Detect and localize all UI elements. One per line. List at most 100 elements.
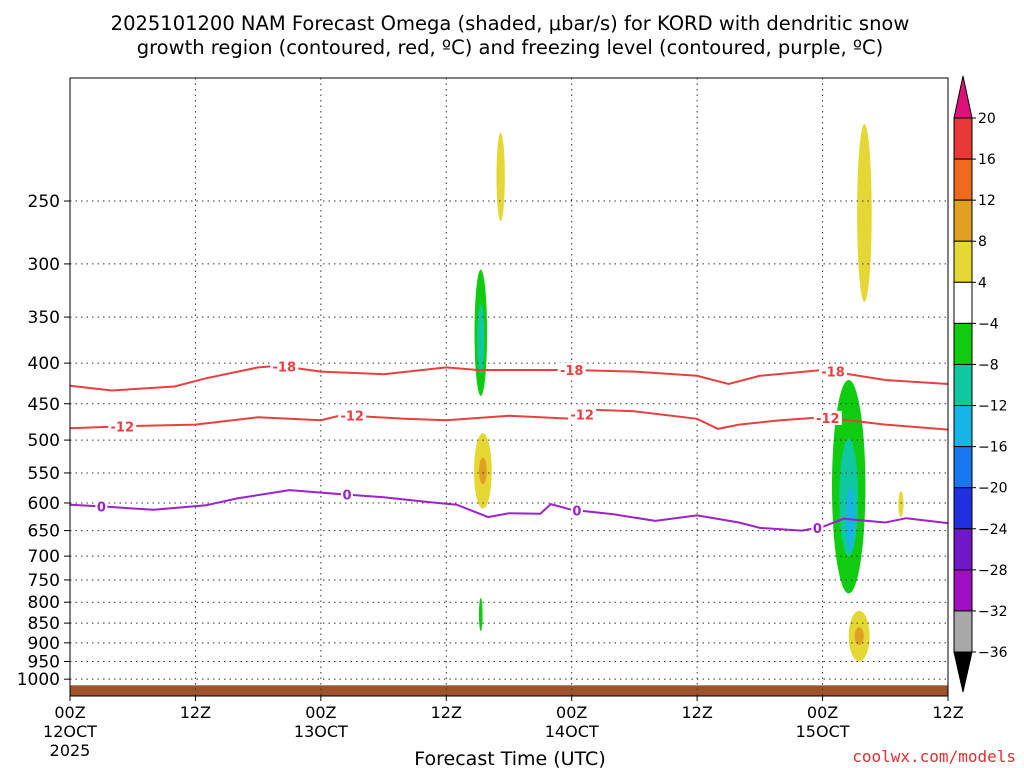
time-tick-label: 12Z bbox=[681, 703, 712, 722]
pressure-tick-label: 650 bbox=[28, 522, 60, 542]
title-line-1: 2025101200 NAM Forecast Omega (shaded, μ… bbox=[111, 12, 910, 35]
pressure-tick-label: 700 bbox=[28, 547, 60, 567]
colorbar-swatch bbox=[953, 117, 973, 160]
colorbar-tick-label: −24 bbox=[978, 522, 1008, 538]
pressure-tick-label: 800 bbox=[28, 593, 60, 613]
colorbar-tick-label: −16 bbox=[978, 440, 1008, 456]
time-tick-label: 00Z bbox=[54, 703, 85, 722]
freezing-level-contour-label: 0 bbox=[342, 489, 351, 504]
credit-label: coolwx.com/models bbox=[852, 747, 1016, 766]
dgz-contour-label: -12 bbox=[340, 410, 364, 425]
colorbar-swatch bbox=[953, 487, 973, 530]
pressure-tick-label: 950 bbox=[28, 652, 60, 672]
freezing-level-label-bg bbox=[95, 499, 108, 514]
colorbar-bottom-arrow bbox=[953, 651, 973, 693]
omega-downward-region bbox=[898, 491, 904, 518]
colorbar-tick-label: 20 bbox=[978, 111, 996, 127]
pressure-tick-label: 500 bbox=[28, 431, 60, 451]
colorbar-tick-label: −4 bbox=[978, 316, 999, 332]
colorbar-tick-label: 12 bbox=[978, 193, 996, 209]
colorbar-tick-label: −12 bbox=[978, 399, 1008, 415]
colorbar-tick-label: −32 bbox=[978, 604, 1008, 620]
pressure-tick-label: 750 bbox=[28, 571, 60, 591]
pressure-tick-label: 350 bbox=[28, 308, 60, 328]
dgz-contour-label: -12 bbox=[816, 412, 840, 427]
colorbar-top-arrow bbox=[953, 75, 973, 119]
dgz-contour bbox=[69, 364, 949, 392]
chart-title: 2025101200 NAM Forecast Omega (shaded, μ… bbox=[111, 12, 910, 59]
omega-downward-region bbox=[857, 124, 872, 302]
colorbar-swatch bbox=[953, 240, 973, 283]
colorbar-swatch bbox=[953, 405, 973, 448]
omega-upward-core bbox=[477, 304, 485, 374]
pressure-tick-label: 600 bbox=[28, 494, 60, 514]
dgz-label-bg bbox=[813, 410, 842, 425]
colorbar-swatch bbox=[953, 528, 973, 571]
time-tick-label: 12Z bbox=[932, 703, 963, 722]
freezing-level-contour-label: 0 bbox=[572, 504, 581, 519]
dgz-label-bg bbox=[819, 364, 848, 379]
freezing-level-label-bg bbox=[570, 503, 583, 518]
freezing-level-label-bg bbox=[340, 487, 353, 502]
dgz-contour-label: -12 bbox=[570, 408, 594, 423]
ground-fill bbox=[70, 685, 948, 696]
dgz-contour-label: -18 bbox=[560, 364, 584, 379]
colorbar-swatch bbox=[953, 569, 973, 612]
year-tick-label: 2025 bbox=[50, 741, 91, 760]
dgz-label-bg bbox=[557, 362, 586, 377]
dgz-label-bg bbox=[108, 419, 137, 434]
time-tick-label: 12Z bbox=[180, 703, 211, 722]
freezing-level-label-bg bbox=[811, 520, 824, 535]
colorbar-tick-label: −28 bbox=[978, 563, 1008, 579]
x-axis-label: Forecast Time (UTC) bbox=[414, 748, 605, 768]
colorbar-swatch bbox=[953, 199, 973, 242]
colorbar-swatch bbox=[953, 363, 973, 407]
colorbar-swatch bbox=[953, 322, 973, 365]
colorbar-tick-label: −36 bbox=[978, 645, 1008, 661]
omega-downward-core bbox=[854, 627, 864, 645]
pressure-tick-label: 300 bbox=[28, 255, 60, 275]
date-tick-label: 12OCT bbox=[43, 722, 97, 741]
pressure-tick-label: 250 bbox=[28, 192, 60, 212]
title-line-2: growth region (contoured, red, ºC) and f… bbox=[137, 36, 884, 59]
dgz-contour-label: -18 bbox=[273, 360, 297, 375]
freezing-level-contour-label: 0 bbox=[97, 500, 106, 515]
pressure-tick-label: 1000 bbox=[17, 670, 60, 690]
time-tick-label: 00Z bbox=[556, 703, 587, 722]
colorbar-tick-label: 16 bbox=[978, 152, 996, 168]
colorbar-tick-label: −20 bbox=[978, 481, 1008, 497]
freezing-level-contour-label: 0 bbox=[813, 522, 822, 537]
colorbar-swatch bbox=[953, 281, 973, 324]
pressure-tick-label: 850 bbox=[28, 614, 60, 634]
colorbar-tick-label: 4 bbox=[978, 275, 987, 291]
plot-frame bbox=[69, 77, 949, 697]
dgz-contour-label: -18 bbox=[821, 366, 845, 381]
pressure-axis: 2503003504004505005506006507007508008509… bbox=[17, 192, 70, 690]
pressure-tick-label: 550 bbox=[28, 464, 60, 484]
date-tick-label: 15OCT bbox=[796, 722, 850, 741]
dgz-label-bg bbox=[568, 407, 597, 422]
dgz-label-bg bbox=[338, 408, 367, 423]
omega-downward-region bbox=[496, 132, 505, 222]
time-tick-label: 00Z bbox=[807, 703, 838, 722]
time-tick-label: 12Z bbox=[431, 703, 462, 722]
date-tick-label: 13OCT bbox=[294, 722, 348, 741]
colorbar-swatch bbox=[953, 158, 973, 201]
pressure-tick-label: 450 bbox=[28, 395, 60, 415]
dgz-label-bg bbox=[270, 359, 299, 374]
colorbar-tick-label: −8 bbox=[978, 357, 999, 373]
colorbar-swatch bbox=[953, 446, 973, 489]
time-tick-label: 00Z bbox=[305, 703, 336, 722]
plot-area: -18 -18 -18 -12 -12 -12 -12 0 0 0 0 bbox=[69, 77, 949, 697]
date-tick-label: 14OCT bbox=[545, 722, 599, 741]
colorbar-tick-label: 8 bbox=[978, 234, 987, 250]
colorbar-swatch bbox=[953, 610, 973, 653]
omega-upward-region bbox=[478, 597, 483, 632]
pressure-tick-label: 900 bbox=[28, 634, 60, 654]
pressure-tick-label: 400 bbox=[28, 354, 60, 374]
omega-downward-core bbox=[478, 457, 487, 485]
omega-colorbar: 20 16 12 8 4 −4 −8 −12 −16 −20 −24 −28 −32 −36 bbox=[953, 75, 1008, 693]
dgz-contour-label: -12 bbox=[111, 420, 135, 435]
